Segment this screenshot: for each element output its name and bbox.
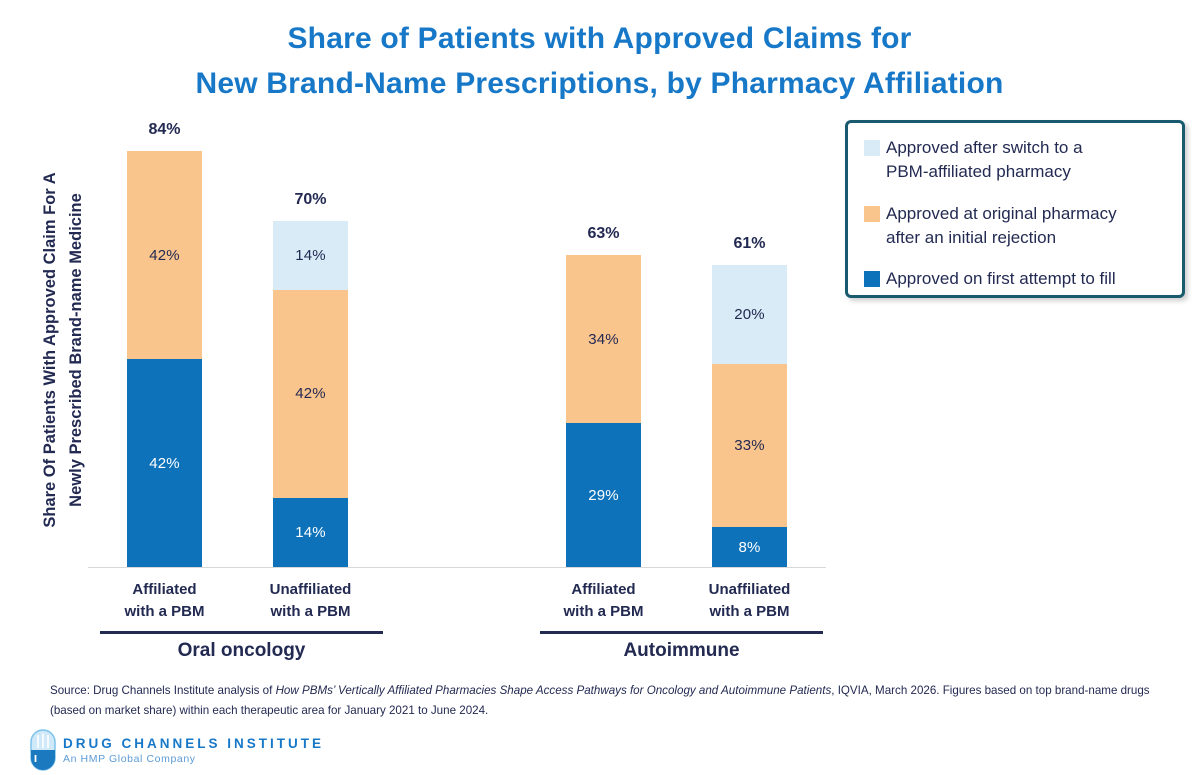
bar-total-label: 84%	[148, 121, 181, 139]
chart-legend: Approved after switch to a PBM-affiliate…	[845, 120, 1185, 298]
bar-segment-switch: 20%	[712, 265, 787, 365]
bar-segment-after_rejection: 34%	[566, 255, 641, 424]
bar-segment-switch: 14%	[273, 220, 348, 290]
legend-swatch-light-blue-icon	[864, 140, 880, 156]
source-prefix: Source: Drug Channels Institute analysis…	[50, 684, 276, 697]
bar-category-label: Unaffiliated with a PBM	[269, 581, 352, 620]
legend-item: Approved after switch to a PBM-affiliate…	[862, 136, 1168, 185]
logo-text: DRUG CHANNELS INSTITUTE An HMP Global Co…	[63, 736, 324, 765]
bar-total-label: 63%	[587, 225, 620, 243]
bar-segment-first_attempt: 42%	[127, 359, 202, 567]
pill-capsule-icon	[30, 729, 56, 771]
bar-segment-first_attempt: 8%	[712, 527, 787, 567]
legend-label: Approved on first attempt to fill	[886, 269, 1116, 289]
legend-label: Approved at original pharmacy after an i…	[886, 203, 1117, 247]
bar-segment-after_rejection: 42%	[127, 151, 202, 360]
bar-category-label: Affiliated with a PBM	[563, 581, 644, 620]
group-label: Oral oncology	[177, 640, 306, 661]
bar-segment-first_attempt: 29%	[566, 423, 641, 567]
chart-title: Share of Patients with Approved Claims f…	[195, 22, 1004, 100]
group-axis-line	[100, 631, 383, 634]
footer-logo: DRUG CHANNELS INSTITUTE An HMP Global Co…	[30, 729, 324, 771]
legend-item: Approved on first attempt to fill	[862, 267, 1168, 291]
bar-category-label: Unaffiliated with a PBM	[708, 581, 791, 620]
source-study-title: How PBMs’ Vertically Affiliated Pharmaci…	[275, 684, 832, 697]
legend-swatch-orange-icon	[864, 205, 880, 222]
logo-name: DRUG CHANNELS INSTITUTE	[63, 735, 324, 751]
bar-total-label: 61%	[733, 235, 766, 253]
source-note: Source: Drug Channels Institute analysis…	[50, 681, 1160, 720]
group-label: Autoimmune	[623, 640, 740, 661]
bar-category-label: Affiliated with a PBM	[124, 581, 205, 620]
x-axis-baseline	[88, 567, 826, 568]
bar-segment-after_rejection: 42%	[273, 289, 348, 498]
legend-label: Approved after switch to a PBM-affiliate…	[886, 138, 1083, 182]
source-suffix: , IQVIA, March 2026. Figures based on to…	[50, 684, 1150, 717]
legend-item: Approved at original pharmacy after an i…	[862, 202, 1168, 251]
logo-tagline: An HMP Global Company	[63, 752, 196, 765]
legend-swatch-blue-icon	[864, 271, 880, 288]
bar-total-label: 70%	[294, 190, 327, 208]
group-axis-line	[540, 631, 823, 634]
bar-segment-first_attempt: 14%	[273, 497, 348, 567]
bar-segment-after_rejection: 33%	[712, 364, 787, 528]
